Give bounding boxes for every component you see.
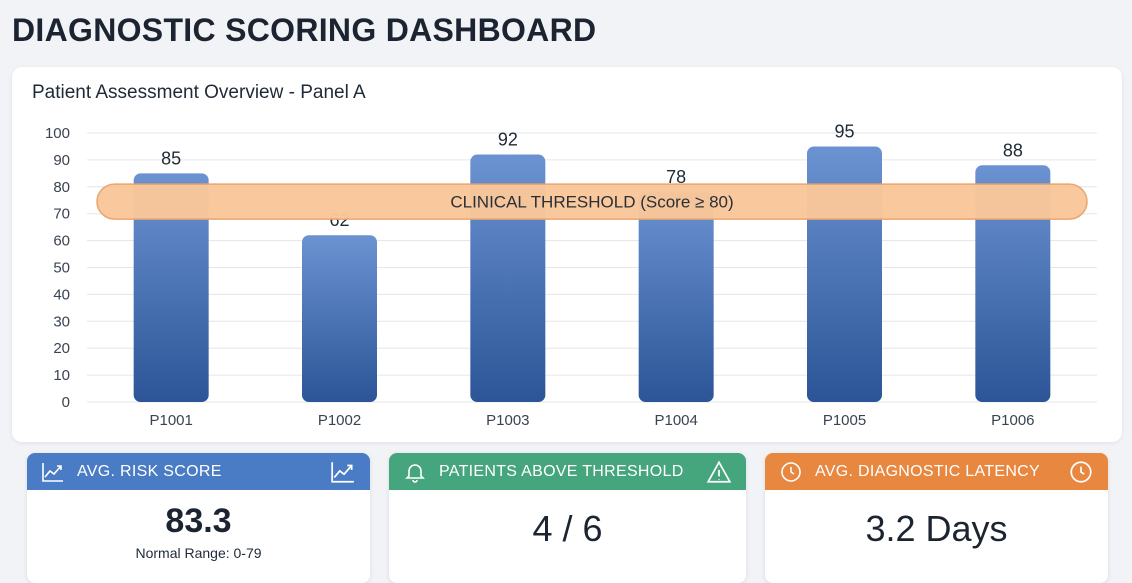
kpi-header: PATIENTS ABOVE THRESHOLD [389, 453, 746, 490]
y-tick-label: 50 [53, 260, 70, 277]
y-tick-label: 70 [53, 206, 70, 223]
bar-chart: 010203040506070809010085P100162P100292P1… [45, 121, 1097, 429]
x-tick-label: P1006 [991, 412, 1034, 429]
y-tick-label: 30 [53, 313, 70, 330]
y-tick-label: 10 [53, 367, 70, 384]
y-tick-label: 100 [45, 125, 70, 142]
page-title: DIAGNOSTIC SCORING DASHBOARD [12, 12, 597, 48]
trend-chart-icon [41, 460, 65, 484]
kpi-title: PATIENTS ABOVE THRESHOLD [439, 462, 684, 480]
threshold-band [96, 183, 1088, 220]
kpi-value: 83.3 [165, 502, 232, 540]
chart-card: Patient Assessment Overview - Panel A 0 1… [12, 67, 1122, 442]
warning-triangle-icon [706, 459, 732, 485]
data-label: 95 [834, 121, 854, 141]
kpi-value: 4 / 6 [532, 508, 603, 549]
y-tick-label: 0 [62, 394, 70, 411]
data-label: 78 [666, 167, 686, 187]
kpi-subtext: Normal Range: 0-79 [135, 545, 262, 561]
y-tick-label: 80 [53, 179, 70, 196]
bell-icon [403, 460, 427, 484]
kpi-title: AVG. DIAGNOSTIC LATENCY [815, 462, 1041, 480]
kpi-card-avg-diagnostic-latency: AVG. DIAGNOSTIC LATENCY 3.2 Days [765, 453, 1108, 583]
bar [638, 192, 714, 402]
chart-title: Patient Assessment Overview - Panel A [32, 82, 366, 103]
x-tick-label: P1001 [149, 412, 192, 429]
x-tick-label: P1004 [654, 412, 697, 429]
x-tick-label: P1003 [486, 412, 529, 429]
trend-chart-icon [330, 459, 356, 485]
bar [302, 235, 377, 402]
bar [975, 165, 1051, 402]
threshold-label: CLINICAL THRESHOLD (Score ≥ 80) [450, 193, 733, 212]
kpi-card-patients-above-threshold: PATIENTS ABOVE THRESHOLD 4 / 6 [389, 453, 746, 583]
x-tick-label: P1002 [318, 412, 361, 429]
clock-icon [779, 460, 803, 484]
kpi-title: AVG. RISK SCORE [77, 462, 222, 480]
data-label: 88 [1003, 140, 1023, 160]
data-label: 92 [498, 130, 518, 150]
y-tick-label: 40 [53, 286, 70, 303]
kpi-header: AVG. RISK SCORE [27, 453, 370, 490]
y-tick-label: 20 [53, 340, 70, 357]
bar [133, 173, 209, 402]
kpi-header: AVG. DIAGNOSTIC LATENCY [765, 453, 1108, 490]
kpi-value: 3.2 Days [865, 508, 1008, 549]
kpi-card-avg-risk-score: AVG. RISK SCORE 83.3 Normal Range: 0-79 [27, 453, 370, 583]
x-tick-label: P1005 [823, 412, 866, 429]
y-tick-label: 60 [53, 233, 70, 250]
data-label: 85 [161, 148, 181, 168]
clock-icon [1068, 459, 1094, 485]
y-tick-label: 90 [53, 152, 70, 169]
